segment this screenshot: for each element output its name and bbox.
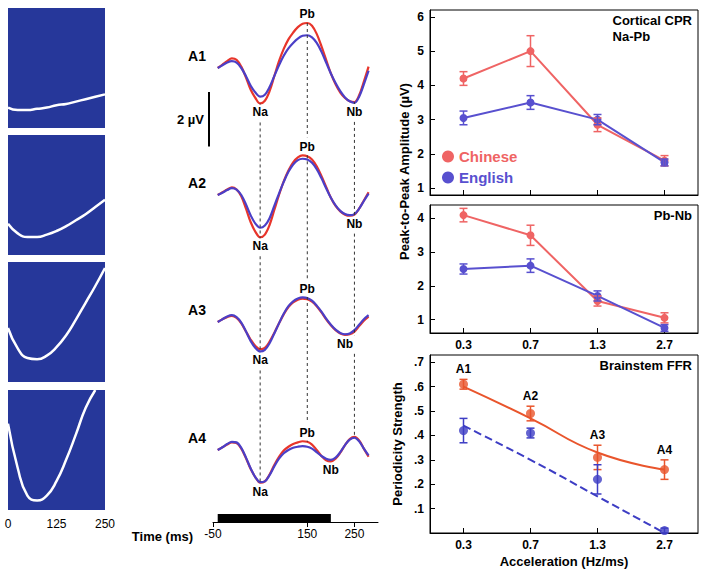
svg-text:-50: -50 — [204, 527, 222, 541]
svg-text:Nb: Nb — [346, 217, 362, 231]
svg-text:250: 250 — [344, 527, 364, 541]
svg-text:Cortical CPR: Cortical CPR — [613, 13, 693, 28]
svg-text:.4: .4 — [414, 428, 424, 442]
svg-text:6: 6 — [417, 10, 424, 24]
svg-text:1: 1 — [417, 181, 424, 195]
svg-text:0.3: 0.3 — [455, 538, 472, 552]
svg-text:Brainstem FFR: Brainstem FFR — [600, 358, 693, 373]
svg-text:Pb: Pb — [300, 426, 315, 440]
svg-text:A4: A4 — [188, 430, 206, 446]
svg-text:Acceleration (Hz/ms): Acceleration (Hz/ms) — [500, 554, 629, 569]
svg-text:Na: Na — [252, 239, 268, 253]
svg-text:4: 4 — [417, 78, 424, 92]
svg-text:A3: A3 — [590, 428, 606, 442]
svg-text:Pb: Pb — [300, 7, 315, 21]
svg-text:125: 125 — [46, 517, 66, 531]
svg-text:150: 150 — [297, 527, 317, 541]
svg-text:.2: .2 — [414, 477, 424, 491]
svg-text:Nb: Nb — [323, 463, 339, 477]
svg-text:Na: Na — [252, 353, 268, 367]
svg-text:1.3: 1.3 — [589, 538, 606, 552]
svg-text:0: 0 — [5, 517, 12, 531]
svg-text:Periodicity Strength: Periodicity Strength — [390, 382, 405, 506]
svg-text:.5: .5 — [414, 404, 424, 418]
svg-text:Pb-Nb: Pb-Nb — [654, 208, 692, 223]
svg-text:3: 3 — [417, 113, 424, 127]
svg-text:2: 2 — [417, 147, 424, 161]
svg-text:2 µV: 2 µV — [177, 112, 204, 127]
svg-text:Nb: Nb — [337, 337, 353, 351]
svg-text:Na: Na — [252, 485, 268, 499]
svg-text:250: 250 — [95, 517, 115, 531]
svg-text:1: 1 — [417, 313, 424, 327]
svg-text:Chinese: Chinese — [459, 148, 517, 165]
svg-text:0.7: 0.7 — [522, 338, 539, 352]
svg-text:A2: A2 — [188, 175, 206, 191]
svg-text:A2: A2 — [523, 389, 539, 403]
svg-text:5: 5 — [417, 44, 424, 58]
svg-text:3: 3 — [417, 245, 424, 259]
svg-text:A3: A3 — [188, 302, 206, 318]
svg-text:Peak-to-Peak Amplitude (µV): Peak-to-Peak Amplitude (µV) — [397, 83, 412, 260]
svg-text:Nb: Nb — [346, 105, 362, 119]
svg-text:0.7: 0.7 — [522, 538, 539, 552]
svg-text:4: 4 — [417, 211, 424, 225]
svg-text:Pb: Pb — [300, 140, 315, 154]
svg-text:.7: .7 — [414, 355, 424, 369]
svg-text:Na: Na — [252, 105, 268, 119]
svg-text:0.3: 0.3 — [455, 338, 472, 352]
svg-text:.3: .3 — [414, 453, 424, 467]
svg-text:.1: .1 — [414, 502, 424, 516]
svg-text:Time (ms): Time (ms) — [132, 529, 193, 544]
svg-text:1.3: 1.3 — [589, 338, 606, 352]
svg-text:Na-Pb: Na-Pb — [613, 29, 651, 44]
svg-text:A1: A1 — [456, 362, 472, 376]
svg-text:2.7: 2.7 — [656, 538, 673, 552]
svg-text:.6: .6 — [414, 380, 424, 394]
svg-text:2.7: 2.7 — [656, 338, 673, 352]
svg-text:A1: A1 — [188, 48, 206, 64]
svg-text:A4: A4 — [657, 443, 673, 457]
svg-text:2: 2 — [417, 279, 424, 293]
svg-text:Pb: Pb — [300, 282, 315, 296]
svg-text:English: English — [459, 169, 513, 186]
